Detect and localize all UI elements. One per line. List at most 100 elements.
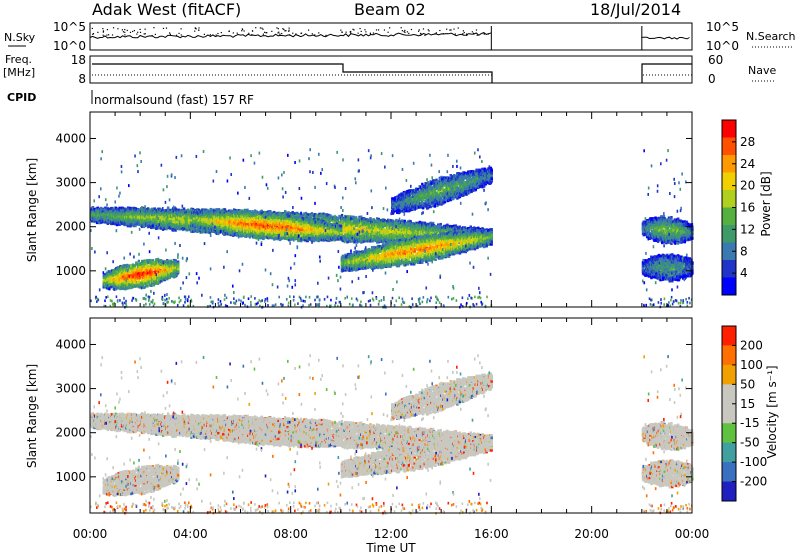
beam-title: Beam 02: [354, 0, 426, 19]
nsearch-tick-bottom: 10^0: [706, 39, 739, 53]
nsky-dot: [133, 29, 136, 32]
freq-frame: [89, 55, 693, 84]
power-cell: [100, 206, 103, 210]
nsky-dot: [139, 31, 142, 33]
nsky-dot: [264, 31, 266, 33]
nsky-dot: [439, 29, 441, 32]
power-cell: [111, 212, 115, 216]
power-cell: [141, 225, 144, 229]
freq-tick-top: 18: [71, 53, 86, 67]
power-cell: [349, 240, 352, 243]
nsky-dot: [251, 30, 254, 32]
power-cell: [134, 224, 137, 228]
power-cell: [126, 212, 130, 216]
power-cell: [109, 215, 112, 218]
freq-tick-bottom: 8: [78, 72, 86, 86]
nsky-dot: [377, 29, 380, 31]
nsky-dot: [154, 33, 156, 36]
nsky-dot: [178, 32, 180, 34]
nsky-dot: [288, 29, 290, 31]
power-cell: [126, 224, 130, 228]
freq-label-bottom: [MHz]: [3, 66, 35, 79]
power-cell: [114, 222, 117, 226]
nsky-dot: [168, 32, 171, 34]
nsky-dot: [345, 31, 347, 33]
nsky-dot: [111, 34, 114, 36]
nsky-dot: [102, 30, 105, 32]
nsky-dot: [126, 29, 128, 32]
power-cell: [131, 212, 135, 216]
nsky-dot: [462, 33, 464, 35]
nsky-dot: [236, 32, 238, 34]
nsky-dot: [102, 31, 104, 33]
nsky-dot: [271, 30, 273, 32]
nsky-dot: [209, 34, 212, 36]
nsky-dot: [284, 30, 286, 32]
nsearch-label: N.Search: [746, 30, 796, 43]
nsky-dot: [404, 31, 406, 33]
station-title: Adak West (fitACF): [92, 0, 241, 19]
nsky-dot: [471, 31, 473, 33]
nsky-dot: [198, 27, 200, 29]
nsky-frame: [89, 22, 693, 51]
nsky-dot: [428, 30, 430, 32]
nsky-dot: [453, 28, 455, 30]
nsky-dot: [450, 29, 452, 31]
nsky-dot: [360, 30, 362, 33]
nsky-dot: [340, 29, 342, 31]
nsky-dot: [279, 34, 281, 36]
nsky-dot: [195, 28, 197, 30]
nsky-dot: [350, 32, 352, 34]
nsky-dot: [359, 27, 361, 30]
nsky-dot: [403, 30, 405, 33]
cpid-program: normalsound (fast) 157 RF: [94, 93, 254, 107]
power-cell: [95, 211, 98, 214]
nsky-dot: [369, 32, 372, 34]
nsky-dot: [255, 27, 257, 29]
nsky-dot: [295, 33, 297, 35]
power-cell: [102, 211, 105, 215]
power-cell: [126, 218, 130, 221]
nsky-dot: [401, 30, 403, 32]
nsky-dots: [89, 26, 643, 50]
nsky-dot: [341, 31, 343, 33]
power-cell: [106, 211, 110, 215]
power-cell: [127, 209, 131, 213]
nsky-dot: [124, 34, 126, 36]
nsky-dot: [259, 27, 261, 29]
nsky-dot: [476, 34, 478, 36]
nsky-dot: [279, 33, 281, 35]
nsky-dot: [251, 34, 253, 36]
nsky-dot: [427, 29, 429, 31]
nsky-dot: [132, 30, 134, 33]
nsky-dot: [300, 32, 303, 34]
nsky-dot: [261, 27, 263, 29]
nsky-dot: [248, 32, 250, 34]
nsky-dot: [318, 32, 320, 34]
nsky-dot: [442, 33, 444, 35]
power-cell: [115, 223, 119, 227]
power-cell: [142, 211, 146, 215]
nsky-dot: [349, 31, 351, 33]
nsky-dot: [106, 29, 109, 31]
power-cell: [142, 215, 146, 219]
nsky-dot: [314, 34, 316, 36]
nsky-dot: [151, 34, 153, 37]
nave-label: Nave: [748, 64, 776, 77]
nsky-dot: [112, 27, 115, 29]
nsky-dot: [220, 32, 222, 34]
power-cell: [106, 213, 110, 216]
nsky-dot: [357, 32, 359, 34]
nsky-dot: [454, 33, 456, 35]
nsky-dot: [282, 28, 284, 30]
power-cell: [110, 207, 114, 210]
nsky-dot: [422, 28, 425, 30]
power-cell: [182, 207, 186, 211]
power-cell: [93, 220, 96, 224]
nsky-dot: [153, 27, 155, 29]
nsky-dot: [383, 29, 386, 31]
power-cell: [98, 221, 101, 224]
nsky-dot: [292, 32, 294, 34]
nsky-dot: [232, 32, 234, 34]
nsky-dot: [194, 30, 196, 32]
